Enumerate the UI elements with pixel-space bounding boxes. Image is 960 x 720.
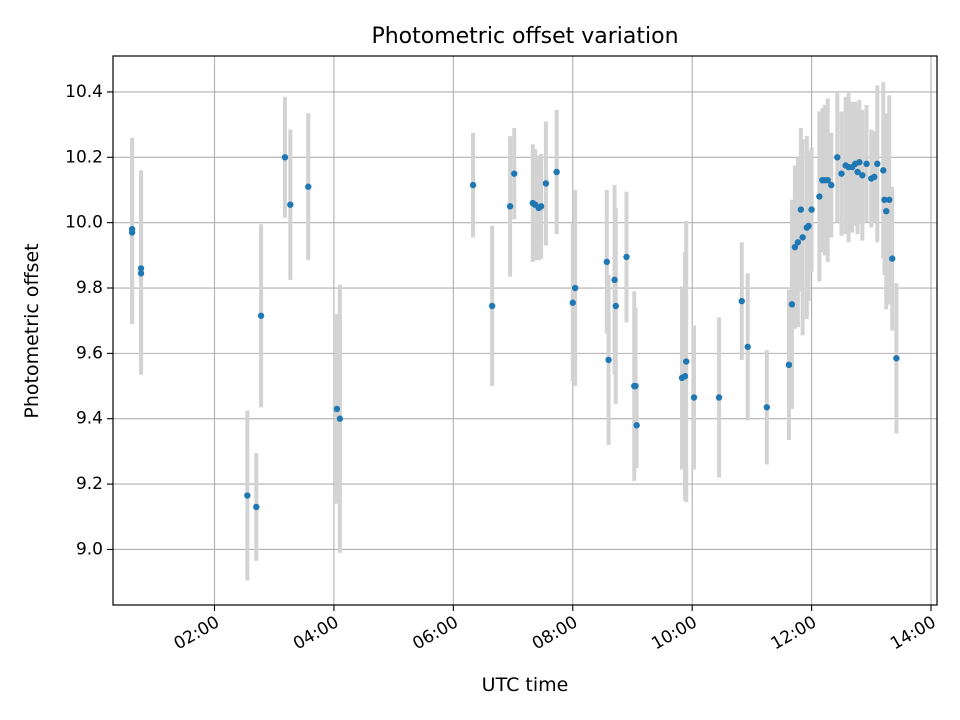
data-point [611, 276, 618, 284]
data-point [738, 297, 745, 305]
data-point [336, 415, 344, 422]
data-point [883, 208, 890, 215]
data-point [542, 180, 550, 187]
data-point [889, 255, 896, 262]
data-point [137, 270, 145, 277]
y-tick-label: 9.0 [76, 539, 103, 559]
data-point [874, 160, 881, 168]
data-point [785, 361, 793, 369]
data-point [893, 355, 900, 362]
x-axis-label: UTC time [482, 674, 569, 696]
y-tick-label: 9.6 [76, 343, 103, 363]
data-point [137, 265, 145, 272]
chart-title: Photometric offset variation [371, 24, 678, 49]
data-point [469, 181, 477, 189]
data-point [633, 422, 640, 429]
data-point [128, 229, 136, 236]
data-point [886, 196, 893, 203]
data-point [681, 373, 689, 380]
data-point [794, 239, 802, 246]
data-point [603, 258, 611, 266]
data-point [715, 394, 723, 401]
data-point [571, 284, 579, 292]
data-point [511, 170, 518, 177]
data-point [605, 356, 612, 364]
y-tick-label: 10.2 [65, 147, 103, 167]
y-tick-label: 10.0 [65, 213, 103, 233]
plot-frame [112, 55, 938, 606]
data-point [537, 203, 545, 210]
data-point [623, 253, 630, 261]
data-point [763, 404, 771, 411]
data-point [683, 358, 690, 365]
data-point [506, 203, 514, 210]
data-point [838, 170, 845, 177]
data-point [488, 302, 496, 310]
data-point [253, 503, 260, 511]
data-points [128, 154, 900, 511]
y-tick-label: 10.4 [65, 82, 103, 102]
data-point [863, 160, 870, 168]
data-point [828, 181, 835, 189]
data-point [305, 183, 312, 190]
data-point [791, 243, 799, 251]
y-axis-label: Photometric offset [21, 243, 43, 418]
data-point [805, 222, 812, 230]
data-point [816, 193, 823, 200]
data-point [553, 168, 560, 176]
y-tick-label: 9.8 [76, 278, 103, 298]
data-point [808, 206, 815, 213]
data-point [871, 173, 878, 181]
data-point [744, 343, 751, 351]
y-tick-label: 9.2 [76, 474, 103, 494]
data-point [287, 201, 294, 208]
data-point [859, 172, 866, 179]
data-point [881, 196, 888, 203]
data-point [632, 382, 639, 390]
data-point [856, 159, 863, 166]
data-point [854, 168, 861, 176]
data-point [834, 154, 841, 161]
data-point [880, 167, 887, 174]
data-point [333, 405, 341, 413]
y-tick-label: 9.4 [76, 409, 103, 429]
data-point [257, 312, 265, 319]
data-point [690, 394, 698, 401]
data-point [797, 206, 805, 213]
data-point [244, 492, 251, 499]
data-point [612, 302, 619, 310]
data-point [569, 299, 576, 306]
data-point [788, 301, 796, 308]
data-point [799, 234, 806, 241]
data-point [824, 176, 831, 184]
data-point [281, 154, 289, 161]
